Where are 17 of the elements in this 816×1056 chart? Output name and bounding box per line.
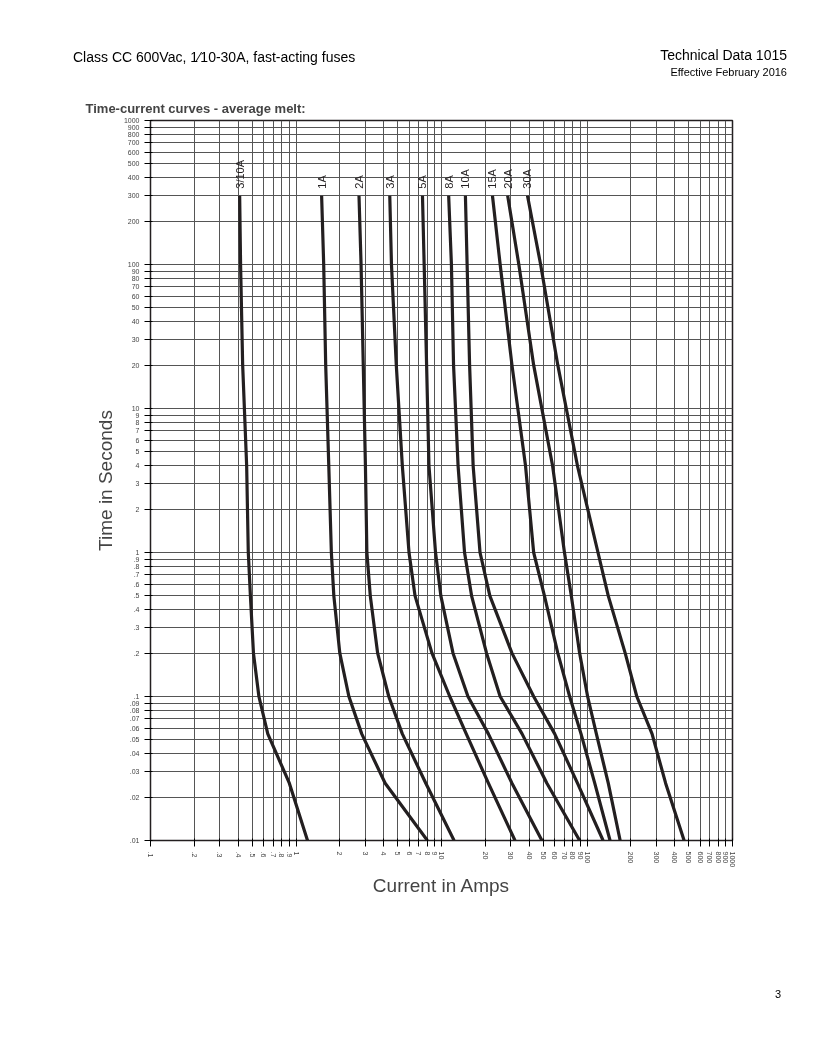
text: 1A xyxy=(315,174,328,189)
text: 10A xyxy=(459,168,472,189)
text: 2A xyxy=(353,174,365,189)
text: Technical Data 1015 xyxy=(660,46,787,65)
text: 8A xyxy=(442,174,455,189)
text: 3A xyxy=(383,174,396,189)
text: 15A xyxy=(486,168,499,189)
y-axis-title: Time in Seconds xyxy=(94,410,116,551)
text: 30A xyxy=(521,168,534,189)
x-axis-title: Current in Amps xyxy=(372,875,510,897)
text: Effective February 2016 xyxy=(669,65,787,80)
chart-title: Time-current curves - average melt: xyxy=(85,100,306,116)
chart-subtitle: Class CC 600Vac, 1⁄10-30A, fast-acting fuses xyxy=(73,48,356,67)
text: 3/10A xyxy=(233,159,246,189)
text: 20A xyxy=(501,168,514,189)
text: 3 xyxy=(774,987,781,1002)
text: 5A xyxy=(416,174,429,189)
